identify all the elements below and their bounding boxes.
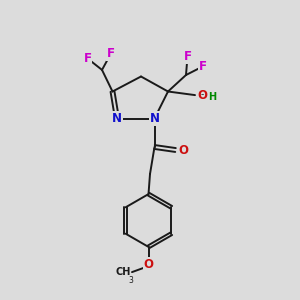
Text: F: F [84,52,92,65]
Text: F: F [199,60,206,73]
Text: O: O [197,88,207,102]
Text: H: H [208,92,216,102]
Text: -: - [200,91,203,100]
Text: CH: CH [115,267,130,277]
Text: F: F [184,50,191,63]
Text: N: N [112,112,122,125]
Text: 3: 3 [128,276,133,285]
Text: O: O [178,143,188,157]
Text: N: N [149,112,160,125]
Text: O: O [143,257,154,271]
Text: F: F [107,47,115,60]
